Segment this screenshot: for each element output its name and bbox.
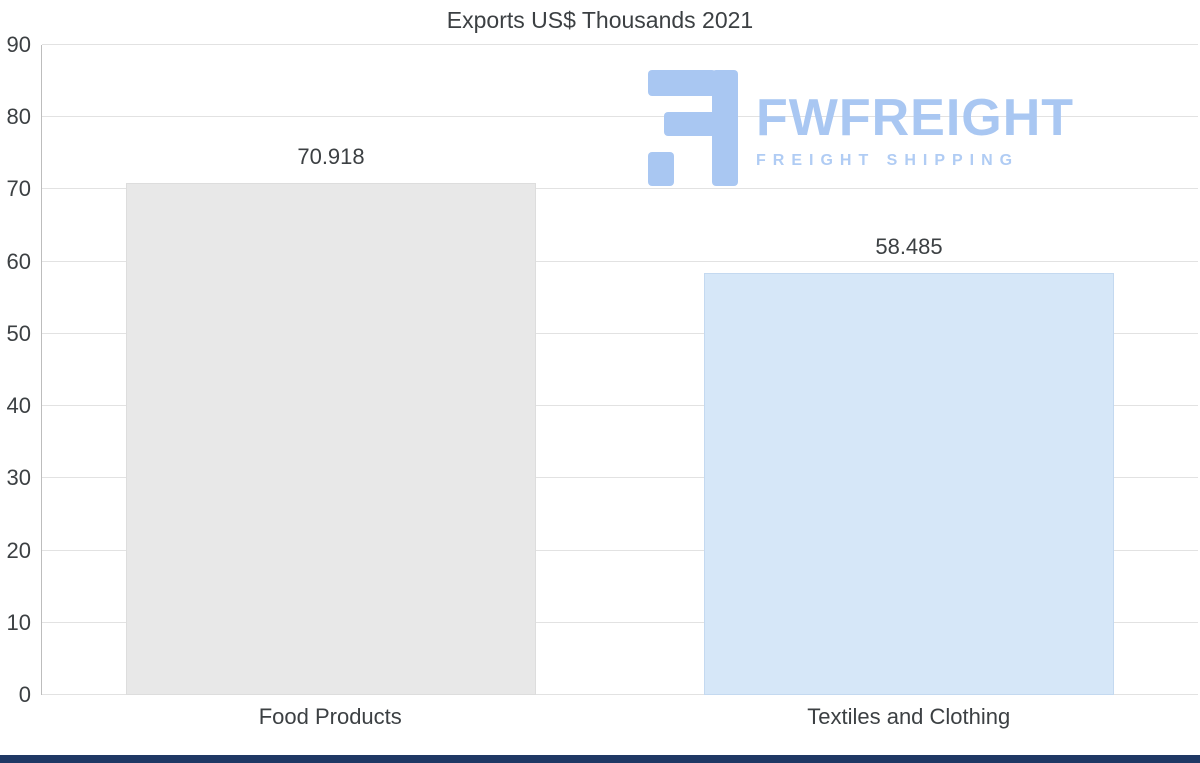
fwfreight-logo-text-block: FWFREIGHT FREIGHT SHIPPING bbox=[756, 70, 1114, 170]
y-tick-label: 50 bbox=[6, 320, 31, 346]
gridline bbox=[42, 44, 1198, 45]
bar bbox=[125, 182, 537, 695]
brand-watermark: FWFREIGHT FREIGHT SHIPPING bbox=[648, 70, 1114, 186]
bar-slot: 58.485 bbox=[620, 45, 1198, 695]
y-tick-label: 70 bbox=[6, 176, 31, 202]
gridline bbox=[42, 549, 1198, 551]
bar-value-label: 70.918 bbox=[297, 143, 365, 169]
x-category-label: Textiles and Clothing bbox=[807, 704, 1011, 729]
y-tick-label: 90 bbox=[6, 32, 31, 57]
y-tick-label: 40 bbox=[6, 393, 31, 419]
chart-title: Exports US$ Thousands 2021 bbox=[446, 7, 754, 33]
y-tick-label: 10 bbox=[6, 609, 31, 635]
gridline bbox=[42, 477, 1198, 479]
gridline bbox=[42, 621, 1198, 623]
y-tick-label: 30 bbox=[6, 465, 31, 491]
bar-slot: 70.918 bbox=[42, 45, 620, 695]
y-tick-label: 60 bbox=[6, 248, 31, 274]
plot-area: 70.918 58.485 bbox=[41, 44, 1198, 695]
gridline bbox=[42, 332, 1198, 334]
y-axis-labels: 0 10 20 30 40 50 60 70 80 90 bbox=[0, 34, 36, 706]
gridline bbox=[42, 694, 1198, 695]
x-category-label: Food Products bbox=[258, 704, 402, 729]
x-axis-labels: Food Products Textiles and Clothing bbox=[41, 704, 1198, 730]
y-tick-label: 20 bbox=[6, 537, 31, 563]
fwfreight-logo-icon bbox=[648, 70, 740, 186]
gridline bbox=[42, 260, 1198, 262]
y-tick-label: 0 bbox=[18, 682, 31, 707]
y-tick-label: 80 bbox=[6, 104, 31, 130]
fwfreight-logo-wordmark: FWFREIGHT bbox=[756, 89, 1075, 147]
gridline bbox=[42, 188, 1198, 190]
fwfreight-logo-tagline: FREIGHT SHIPPING bbox=[756, 152, 1020, 169]
gridline bbox=[42, 405, 1198, 407]
bar bbox=[703, 272, 1115, 695]
gridline bbox=[42, 116, 1198, 118]
footer-accent-bar bbox=[0, 755, 1200, 763]
bars-container: 70.918 58.485 bbox=[42, 45, 1198, 695]
bar-value-label: 58.485 bbox=[875, 233, 943, 259]
